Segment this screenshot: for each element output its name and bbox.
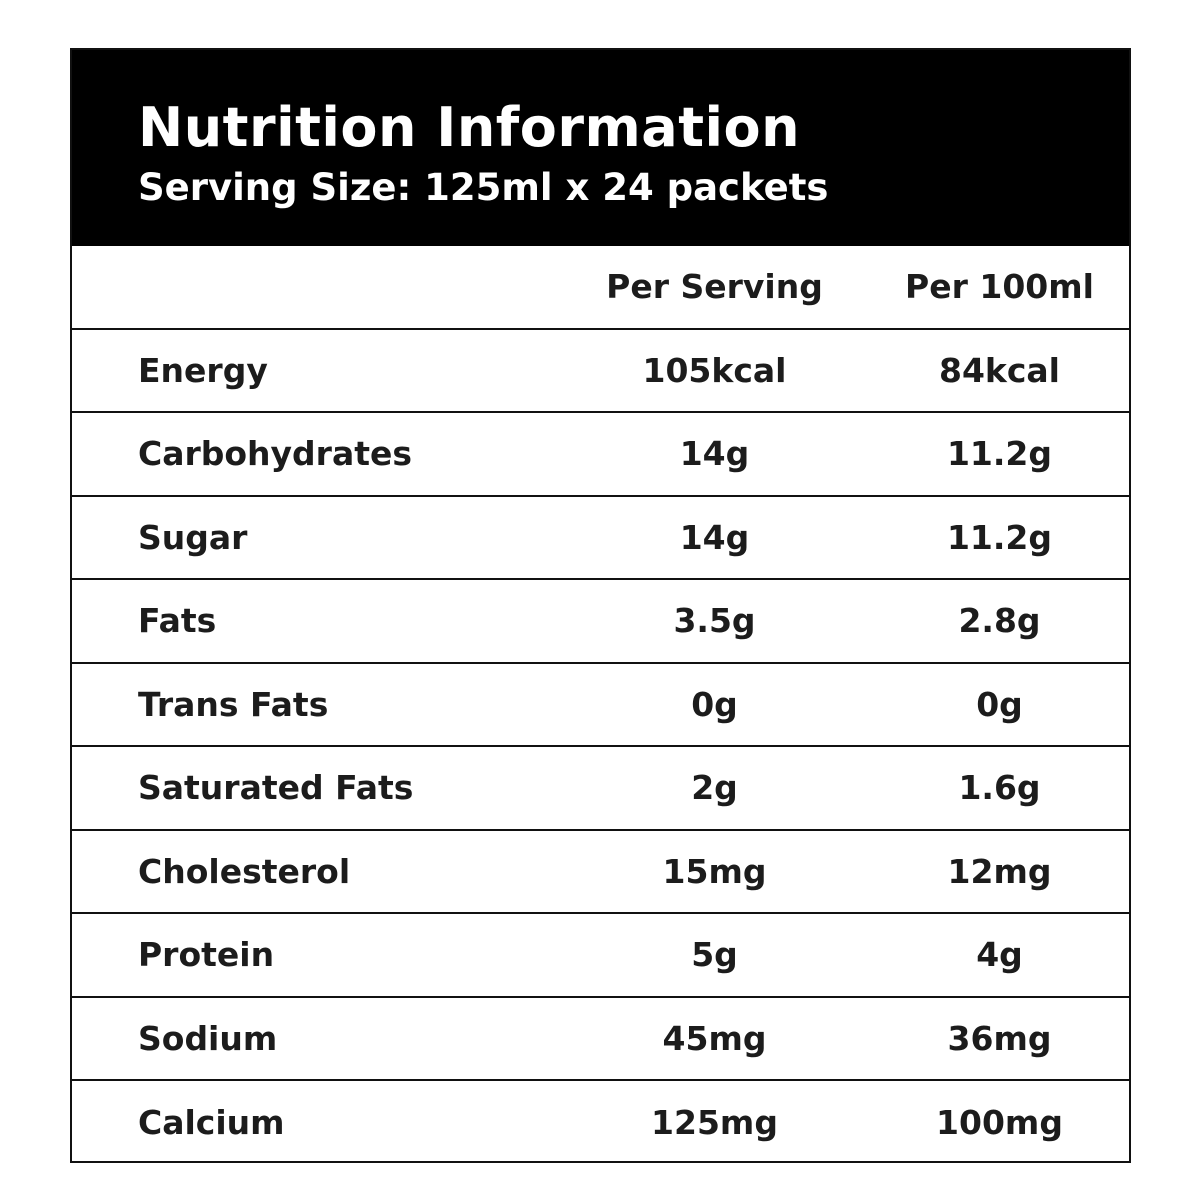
per-100ml-value: 2.8g <box>958 601 1041 641</box>
per-serving-value: 14g <box>679 517 750 557</box>
nutrient-name: Trans Fats <box>138 684 329 724</box>
nutrition-panel: Nutrition Information Serving Size: 125m… <box>70 48 1131 1163</box>
table-row: Carbohydrates 14g 11.2g <box>72 413 1129 497</box>
table-row: Saturated Fats 2g 1.6g <box>72 747 1129 831</box>
per-100ml-value: 0g <box>976 684 1023 724</box>
per-serving-value: 125mg <box>651 1103 778 1143</box>
per-100ml-value: 1.6g <box>958 768 1041 808</box>
column-header-per-serving: Per Serving <box>606 267 823 307</box>
nutrient-name: Sodium <box>138 1018 278 1058</box>
per-100ml-value: 36mg <box>947 1018 1052 1058</box>
per-100ml-value: 11.2g <box>946 517 1053 557</box>
nutrition-table: Per Serving Per 100ml Energy 105kcal 84k… <box>72 246 1129 1165</box>
table-row: Sugar 14g 11.2g <box>72 497 1129 580</box>
nutrient-name: Fats <box>138 601 217 641</box>
per-100ml-value: 4g <box>976 935 1023 975</box>
table-header-row: Per Serving Per 100ml <box>72 246 1129 330</box>
per-serving-value: 45mg <box>662 1018 767 1058</box>
per-serving-value: 3.5g <box>673 601 756 641</box>
nutrition-header: Nutrition Information Serving Size: 125m… <box>72 50 1129 246</box>
nutrient-name: Cholesterol <box>138 851 351 891</box>
nutrient-name: Saturated Fats <box>138 768 414 808</box>
table-row: Fats 3.5g 2.8g <box>72 580 1129 664</box>
per-100ml-value: 11.2g <box>946 434 1053 474</box>
table-row: Calcium 125mg 100mg <box>72 1081 1129 1165</box>
per-serving-value: 15mg <box>662 851 767 891</box>
per-serving-value: 2g <box>691 768 738 808</box>
nutrient-name: Calcium <box>138 1103 285 1143</box>
serving-size: Serving Size: 125ml x 24 packets <box>138 166 829 209</box>
per-100ml-value: 100mg <box>936 1103 1063 1143</box>
nutrient-name: Carbohydrates <box>138 434 413 474</box>
table-row: Protein 5g 4g <box>72 914 1129 998</box>
column-header-per-100ml: Per 100ml <box>905 267 1094 307</box>
table-row: Sodium 45mg 36mg <box>72 998 1129 1081</box>
nutrition-title: Nutrition Information <box>138 96 801 159</box>
nutrient-name: Energy <box>138 350 268 390</box>
per-serving-value: 14g <box>679 434 750 474</box>
per-serving-value: 5g <box>691 935 738 975</box>
table-row: Trans Fats 0g 0g <box>72 664 1129 747</box>
nutrient-name: Sugar <box>138 517 248 557</box>
per-100ml-value: 84kcal <box>938 350 1060 390</box>
per-100ml-value: 12mg <box>947 851 1052 891</box>
table-row: Energy 105kcal 84kcal <box>72 330 1129 413</box>
per-serving-value: 0g <box>691 684 738 724</box>
table-row: Cholesterol 15mg 12mg <box>72 831 1129 914</box>
per-serving-value: 105kcal <box>642 350 787 390</box>
nutrient-name: Protein <box>138 935 275 975</box>
